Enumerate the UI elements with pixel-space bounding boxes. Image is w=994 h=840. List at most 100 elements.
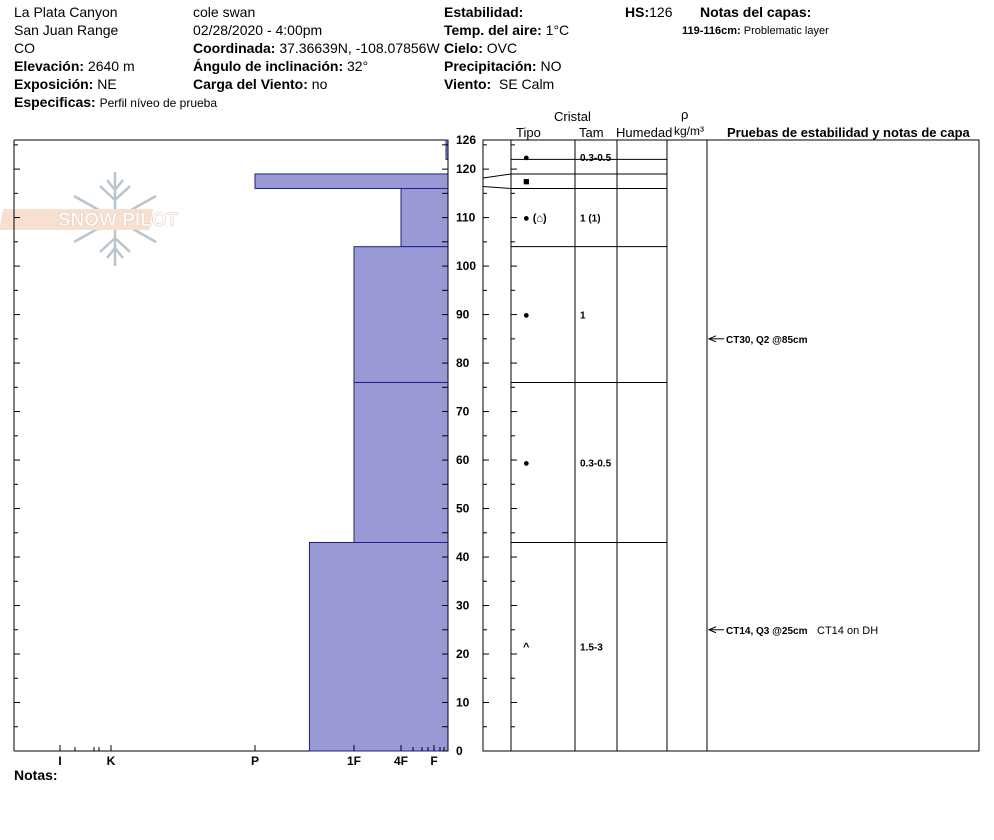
wind-value: SE Calm	[498, 76, 555, 92]
depth-tick-label-2: 20	[456, 647, 470, 661]
snowpilot-logo: SNOW PILOT	[0, 172, 179, 266]
hardness-bar-6	[308, 541, 449, 752]
test-label-0: CT30, Q2 @85cm	[726, 335, 808, 346]
state: CO	[14, 40, 35, 56]
depth-tick-label-0: 0	[456, 744, 463, 758]
grain-size-4: 0.3-0.5	[580, 458, 612, 469]
hs-value: 126	[649, 4, 673, 20]
wind: Viento: SE Calm	[444, 76, 554, 92]
depth-tick-label-7: 70	[456, 405, 470, 419]
precip-label: Precipitación:	[444, 58, 537, 74]
elevation-value: 2640 m	[87, 58, 135, 74]
depth-tick-label-5: 50	[456, 502, 470, 516]
specifics-value: Perfil níveo de prueba	[99, 96, 218, 110]
layer-connector-116	[482, 185, 512, 189]
layer-connector-119	[482, 173, 512, 179]
test-arrow-head-0	[707, 335, 717, 343]
grain-symbols: ● 0.3-0.5 ■ ● (⌂) 1 (1) ● 1 ● 0.3-0.5 ^ 1.5-3	[523, 152, 612, 654]
test-label-1: CT14, Q3 @25cm	[726, 626, 808, 637]
layer-notes-title: Notas del capas:	[700, 4, 812, 20]
hardness-bar-5	[353, 381, 449, 543]
grain-type-0: ●	[523, 152, 530, 164]
size-header: Tam	[579, 125, 604, 140]
coordinates: Coordinada: 37.36639N, -108.07856W	[193, 40, 440, 56]
grain-size-3: 1	[580, 311, 586, 322]
snow-height: HS:126	[625, 4, 672, 20]
grain-size-2: 1 (1)	[580, 214, 601, 225]
depth-tick-label-1: 10	[456, 696, 470, 710]
air-temp-value: 1°C	[545, 22, 570, 38]
specifics: Especificas: Perfil níveo de prueba	[14, 94, 217, 111]
density-unit: kg/m³	[674, 124, 704, 138]
layer-table-frame	[482, 139, 980, 752]
hardness-bar-3	[400, 187, 449, 248]
type-header: Tipo	[516, 125, 541, 140]
hardness-tick-label-2: P	[251, 754, 259, 768]
precipitation: Precipitación: NO	[444, 58, 561, 74]
layer-note-range: 119-116cm:	[682, 25, 741, 37]
hardness-bars	[254, 139, 449, 752]
aspect: Exposición: NE	[14, 76, 117, 92]
wind-load: Carga del Viento: no	[193, 76, 327, 92]
depth-tick-label-8: 80	[456, 356, 470, 370]
elevation: Elevación: 2640 m	[14, 58, 135, 74]
depth-ticks: 0 10 20 30 40 50 60 70 80 90 100 110 120 126	[14, 133, 517, 758]
hardness-tick-label-5: F	[430, 754, 437, 768]
grain-type-3: ●	[523, 310, 530, 322]
aspect-value: NE	[97, 76, 117, 92]
layer-rows	[482, 158, 667, 543]
crystal-header: Cristal	[554, 109, 591, 124]
stability-tests: CT30, Q2 @85cm CT14, Q3 @25cm CT14 on DH	[707, 335, 878, 637]
hardness-tick-label-0: I	[58, 754, 61, 768]
hardness-axis: I K P 1F 4F F	[58, 745, 445, 768]
sky: Cielo: OVC	[444, 40, 517, 56]
depth-tick-label-3: 30	[456, 599, 470, 613]
depth-tick-label-4: 40	[456, 550, 470, 564]
precip-value: NO	[540, 58, 562, 74]
depth-tick-label-13: 126	[456, 133, 476, 147]
aspect-label: Exposición:	[14, 76, 94, 92]
grain-size-5: 1.5-3	[580, 643, 603, 654]
hardness-tick-label-1: K	[107, 754, 116, 768]
hs-label: HS:	[625, 4, 650, 20]
hardness-tick-label-4: 4F	[394, 754, 408, 768]
grain-type-2: ● (⌂)	[523, 213, 547, 225]
hardness-bar-2	[254, 173, 449, 189]
stability-label: Estabilidad:	[444, 4, 524, 20]
wind-load-value: no	[311, 76, 328, 92]
tests-header: Pruebas de estabilidad y notas de capa	[727, 125, 970, 140]
coord-value: 37.36639N, -108.07856W	[279, 40, 440, 56]
depth-tick-label-10: 100	[456, 259, 476, 273]
wind-load-label: Carga del Viento:	[193, 76, 308, 92]
test-arrow-head-1	[707, 626, 717, 634]
observer: cole swan	[193, 4, 256, 20]
layer-note-text: Problematic layer	[743, 25, 829, 37]
grain-type-5: ^	[523, 642, 530, 654]
slope: Ángulo de inclinación: 32°	[193, 58, 368, 74]
density-symbol: ρ	[681, 107, 689, 122]
elevation-label: Elevación:	[14, 58, 85, 74]
hardness-tick-label-3: 1F	[347, 754, 361, 768]
wind-label: Viento:	[444, 76, 492, 92]
notes-label: Notas:	[14, 767, 58, 783]
test-note-1: CT14 on DH	[817, 625, 878, 637]
slope-value: 32°	[347, 58, 369, 74]
grain-type-4: ●	[523, 457, 530, 469]
grain-size-0: 0.3-0.5	[580, 153, 612, 164]
depth-tick-label-11: 110	[456, 211, 476, 225]
layer-note: 119-116cm: Problematic layer	[682, 23, 829, 39]
location: La Plata Canyon	[14, 4, 118, 20]
slope-label: Ángulo de inclinación:	[193, 58, 344, 74]
depth-tick-label-12: 120	[456, 162, 476, 176]
logo-banner	[0, 209, 154, 230]
range: San Juan Range	[14, 22, 119, 38]
hardness-bar-4	[353, 246, 449, 383]
sky-label: Cielo:	[444, 40, 483, 56]
depth-tick-label-6: 60	[456, 453, 470, 467]
coord-label: Coordinada:	[193, 40, 276, 56]
logo-text: SNOW PILOT	[58, 210, 179, 231]
specifics-label: Especificas:	[14, 94, 96, 110]
air-temp-label: Temp. del aire:	[444, 22, 542, 38]
sky-value: OVC	[486, 40, 518, 56]
